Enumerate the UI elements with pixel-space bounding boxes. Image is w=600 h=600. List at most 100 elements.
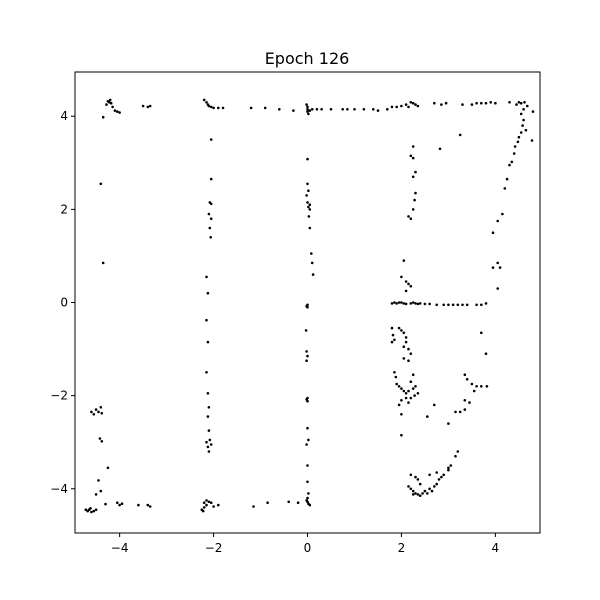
data-point xyxy=(440,103,443,106)
data-point xyxy=(475,303,478,307)
data-point xyxy=(411,156,415,160)
data-point xyxy=(458,410,462,414)
data-point xyxy=(416,104,420,108)
data-point xyxy=(498,266,502,269)
data-point xyxy=(400,413,403,416)
data-point xyxy=(423,302,427,306)
data-point xyxy=(437,478,441,481)
data-point xyxy=(418,302,422,305)
data-point xyxy=(404,396,408,400)
data-point xyxy=(468,401,471,404)
data-point xyxy=(206,103,210,106)
data-point xyxy=(307,492,310,495)
data-point xyxy=(519,112,523,116)
data-point xyxy=(205,371,208,374)
data-point xyxy=(94,408,98,411)
data-point xyxy=(206,415,210,418)
data-point xyxy=(362,108,366,111)
data-point xyxy=(305,359,308,363)
data-point xyxy=(400,104,403,108)
data-point xyxy=(101,261,105,265)
data-point xyxy=(307,112,310,116)
data-point xyxy=(307,438,310,442)
data-point xyxy=(393,301,396,304)
data-point xyxy=(484,101,488,105)
data-point xyxy=(208,226,212,230)
data-point xyxy=(463,408,467,411)
data-point xyxy=(470,103,474,106)
data-point xyxy=(206,291,210,295)
x-tick-label: 0 xyxy=(304,541,312,555)
data-point xyxy=(390,105,394,109)
data-point xyxy=(263,106,267,110)
data-point xyxy=(306,305,309,309)
data-point xyxy=(207,212,211,216)
data-point xyxy=(111,105,114,109)
data-point xyxy=(516,140,520,144)
data-point xyxy=(454,410,457,414)
plot-frame xyxy=(74,71,541,534)
x-axis: −4 −2 0 2 4 xyxy=(111,533,499,555)
data-point xyxy=(292,109,295,112)
data-point xyxy=(217,503,220,507)
data-point xyxy=(120,502,124,506)
data-point xyxy=(496,219,500,223)
data-point xyxy=(395,302,399,305)
data-point xyxy=(109,101,113,105)
data-point xyxy=(416,392,420,395)
data-point xyxy=(205,101,208,104)
data-point xyxy=(306,496,309,500)
data-point xyxy=(315,108,319,111)
data-point xyxy=(442,473,446,477)
data-point xyxy=(465,378,469,381)
data-point xyxy=(400,399,403,402)
data-point xyxy=(209,138,213,141)
data-point xyxy=(306,182,309,186)
data-point xyxy=(485,385,489,388)
data-point xyxy=(212,106,215,110)
data-point xyxy=(472,389,476,393)
data-point xyxy=(201,509,205,513)
data-point xyxy=(397,403,401,407)
data-point xyxy=(266,501,269,505)
data-point xyxy=(526,104,529,108)
data-point xyxy=(307,189,310,192)
data-point xyxy=(418,494,422,498)
data-point xyxy=(308,226,312,230)
data-point xyxy=(435,303,439,307)
data-point xyxy=(449,464,453,467)
data-point xyxy=(416,302,420,306)
data-point xyxy=(89,507,92,510)
data-point xyxy=(447,466,450,470)
data-point xyxy=(444,101,448,105)
data-point xyxy=(307,205,310,209)
data-point xyxy=(433,485,436,488)
data-point xyxy=(400,275,403,279)
data-point xyxy=(90,410,93,414)
data-point xyxy=(308,208,312,211)
data-point xyxy=(435,471,439,474)
data-point xyxy=(141,104,145,108)
data-point xyxy=(94,493,98,496)
data-point xyxy=(411,373,415,377)
data-point xyxy=(521,124,524,127)
data-point xyxy=(484,302,488,305)
data-point xyxy=(510,160,514,164)
data-point xyxy=(411,208,415,211)
data-point xyxy=(306,399,309,403)
data-point xyxy=(463,399,467,402)
data-point xyxy=(397,326,401,330)
data-point xyxy=(207,500,211,504)
data-point xyxy=(221,106,225,110)
data-point xyxy=(435,482,439,486)
data-point xyxy=(116,110,119,113)
data-point xyxy=(447,468,450,472)
data-point xyxy=(212,505,215,508)
data-point xyxy=(100,412,104,415)
data-point xyxy=(391,333,395,337)
y-tick-label: 0 xyxy=(60,296,68,310)
data-point xyxy=(98,437,102,440)
data-point xyxy=(407,359,410,363)
data-point xyxy=(287,500,291,504)
data-point xyxy=(480,303,483,307)
